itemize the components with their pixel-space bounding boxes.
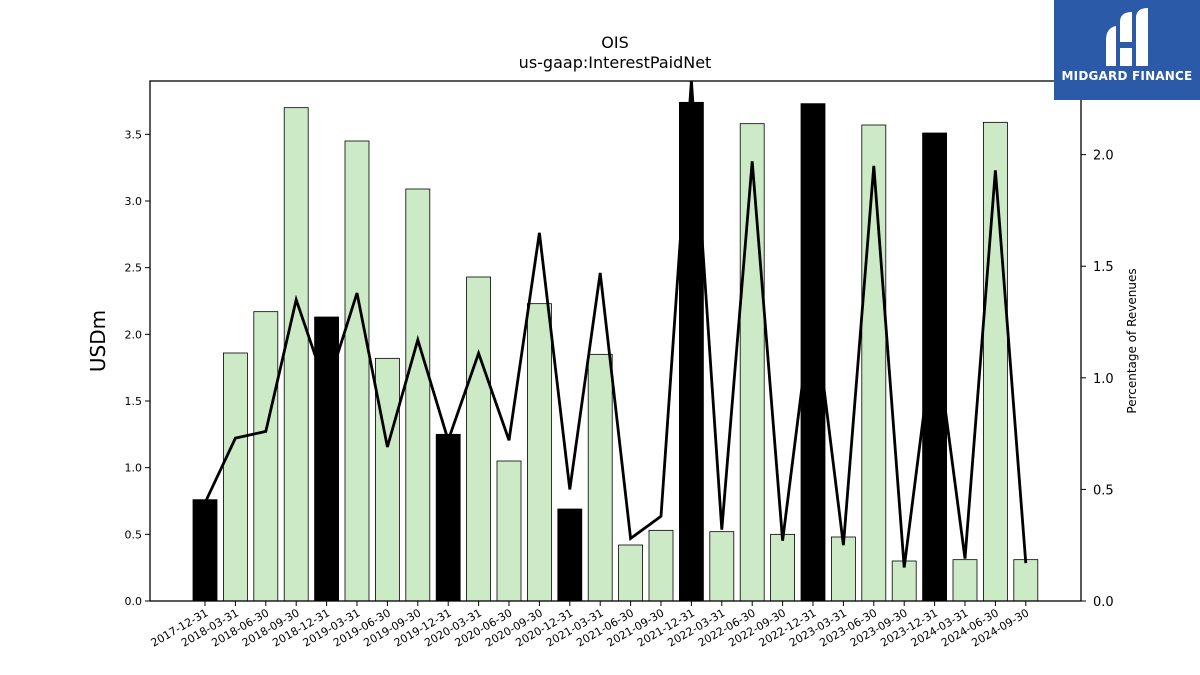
y2-axis: 0.0 0.5 1.0 1.5 2.0 [1081,149,1114,610]
y2-tick-label: 0.0 [1093,595,1114,610]
bar-2020-12-31 [557,508,583,602]
y-tick-label: 3.5 [125,128,143,141]
y-tick-label: 3.0 [125,195,143,208]
y2-tick-label: 1.0 [1093,372,1114,387]
bar-2021-09-30 [648,529,674,602]
y-tick-label: 2.5 [125,262,143,275]
bar-2023-09-30 [891,560,917,602]
y-axis-label: USDm [86,310,110,372]
y2-tick-label: 1.5 [1093,260,1114,275]
bar-2020-09-30 [527,303,552,602]
y-axis: 0.0 0.5 1.0 1.5 2.0 2.5 3.0 3.5 [125,128,150,608]
bar-2024-09-30 [1013,559,1039,602]
bar-2024-06-30 [983,121,1008,602]
chart-subtitle: us-gaap:InterestPaidNet [519,53,712,72]
y2-axis-label: Percentage of Revenues [1125,268,1139,413]
bar-2021-12-31 [679,101,704,602]
bar-2020-06-30 [496,460,522,602]
bar-2019-09-30 [405,188,431,602]
chart-title: OIS [601,33,628,52]
y-tick-label: 1.5 [125,395,143,408]
y-tick-label: 0.0 [125,595,143,608]
y2-tick-label: 0.5 [1093,483,1114,498]
brand-logo: MIDGARD FINANCE [1054,0,1200,100]
bar-2022-12-31 [800,103,826,602]
bar-2018-09-30 [283,107,309,602]
line-layer [203,80,1028,568]
bars-layer [192,101,1039,602]
bar-2023-12-31 [922,132,947,602]
revenue-share-line [203,80,1028,568]
x-axis: 2017-12-312018-03-312018-06-302018-09-30… [149,601,1031,650]
bar-2018-03-31 [222,352,248,602]
bar-2021-06-30 [618,544,643,602]
y-tick-label: 2.0 [125,328,143,341]
bar-2019-12-31 [435,433,461,602]
plot-frame [149,80,1082,602]
y-tick-label: 1.0 [125,462,143,475]
bar-2018-06-30 [253,311,279,602]
bar-2022-09-30 [770,533,795,602]
bar-2024-03-31 [952,559,978,602]
bar-2023-06-30 [861,124,887,602]
brand-logo-icon [1106,8,1148,66]
y-tick-label: 0.5 [125,528,143,541]
bar-2019-06-30 [374,357,400,602]
bar-2017-12-31 [192,499,218,602]
bar-2022-06-30 [739,123,765,602]
bar-2022-03-31 [709,531,735,602]
bar-2020-03-31 [466,276,492,602]
bar-2023-03-31 [831,536,856,602]
bar-2019-03-31 [344,140,370,602]
y2-tick-label: 2.0 [1093,149,1114,164]
brand-logo-text: MIDGARD FINANCE [1061,69,1193,83]
bar-2021-03-31 [587,353,613,602]
